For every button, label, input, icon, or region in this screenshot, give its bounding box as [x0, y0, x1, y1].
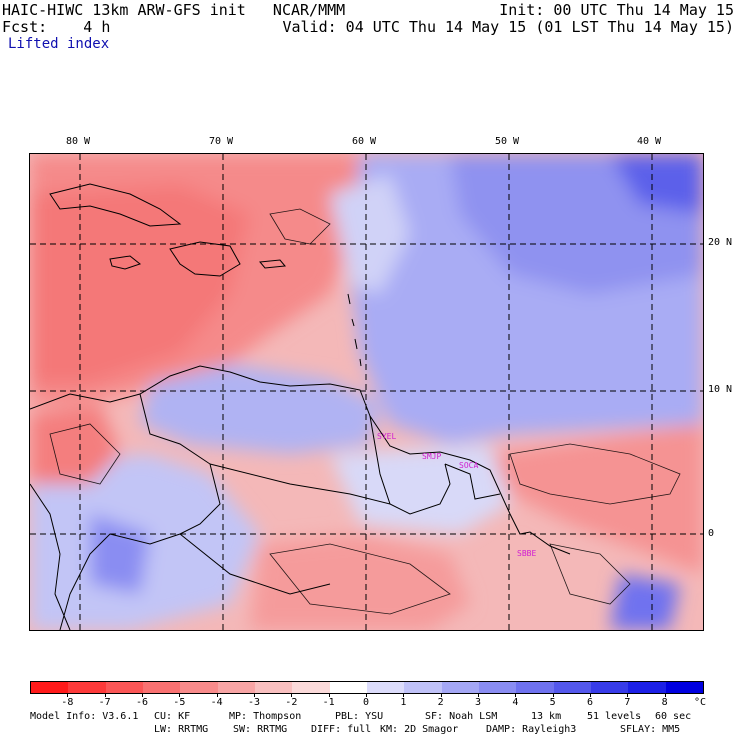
lon-label-60w: 60 W — [352, 136, 377, 147]
colorbar-tick — [216, 693, 218, 697]
colorbar-label: 7 — [624, 697, 631, 708]
colorbar-swatch — [441, 682, 479, 693]
colorbar-swatch — [329, 682, 367, 693]
colorbar-label: 2 — [437, 697, 444, 708]
colorbar-label: 1 — [400, 697, 407, 708]
colorbar-tick — [515, 693, 517, 697]
footer-cu: CU: KF — [154, 711, 191, 722]
colorbar-tick — [254, 693, 255, 697]
lon-label-80w: 80 W — [66, 136, 91, 147]
colorbar-label: 0 — [362, 697, 370, 708]
colorbar-label: 6 — [586, 697, 594, 708]
footer-levels: 51 levels — [587, 711, 642, 722]
colorbar-swatch — [553, 682, 591, 693]
colorbar-tick — [664, 693, 666, 697]
footer-km: KM: 2D Smagor — [380, 724, 459, 735]
colorbar-swatch — [292, 682, 330, 693]
station-label: SYEL — [377, 432, 397, 441]
station-label: SMJP — [422, 452, 442, 461]
footer-lw: LW: RRTMG — [154, 724, 209, 735]
colorbar-tick — [590, 693, 591, 697]
colorbar-label: -5 — [173, 697, 186, 708]
colorbar-tick — [67, 693, 69, 697]
colorbar-swatch — [105, 682, 143, 693]
colorbar-tick — [627, 693, 629, 697]
footer-sw: SW: RRTMG — [233, 724, 288, 735]
colorbar-swatch — [31, 682, 69, 693]
colorbar-swatch — [68, 682, 106, 693]
colorbar-swatch — [590, 682, 629, 693]
colorbar-tick — [179, 693, 181, 697]
colorbar-swatch — [404, 682, 442, 693]
colorbar-swatch — [665, 682, 703, 693]
colorbar-tick — [552, 693, 554, 697]
lon-label-40w: 40 W — [637, 136, 662, 147]
station-label: SBBE — [517, 549, 537, 558]
colorbar-swatch — [366, 682, 405, 693]
field-name: Lifted index — [8, 36, 110, 52]
colorbar-tick — [366, 693, 367, 697]
colorbar-swatch — [516, 682, 554, 693]
colorbar-label: -8 — [61, 697, 74, 708]
station-label: SOCA — [459, 461, 479, 470]
footer-sflay: SFLAY: MM5 — [620, 724, 681, 735]
colorbar-tick — [403, 693, 405, 697]
footer-resolution: 13 km — [531, 711, 562, 722]
colorbar-tick — [478, 693, 479, 697]
colorbar-label: -2 — [285, 697, 298, 708]
colorbar-tick — [291, 693, 293, 697]
lifted-index-map — [29, 153, 704, 631]
footer-timestep: 60 sec — [655, 711, 692, 722]
footer-diff: DIFF: full — [311, 724, 372, 735]
map-title: HAIC-HIWC 13km ARW-GFS init NCAR/MMM — [2, 1, 346, 19]
colorbar-label: 5 — [549, 697, 556, 708]
colorbar-label: -3 — [247, 697, 261, 708]
footer-pbl: PBL: YSU — [335, 711, 384, 722]
colorbar-label: 4 — [512, 697, 519, 708]
colorbar-tick — [104, 693, 106, 697]
colorbar-label: 8 — [661, 697, 668, 708]
lon-label-50w: 50 W — [495, 136, 520, 147]
colorbar-tick — [328, 693, 330, 697]
forecast-hour: Fcst: 4 h — [2, 18, 111, 36]
colorbar-swatch — [628, 682, 666, 693]
colorbar-label: -1 — [322, 697, 335, 708]
colorbar-label: -4 — [210, 697, 223, 708]
footer-sf: SF: Noah LSM — [425, 711, 498, 722]
colorbar-tick — [142, 693, 143, 697]
lat-label-0: 0 — [708, 528, 715, 539]
valid-time: Valid: 04 UTC Thu 14 May 15 (01 LST Thu … — [282, 18, 734, 36]
lat-label-20n: 20 N — [708, 237, 733, 248]
footer-mp: MP: Thompson — [229, 711, 302, 722]
colorbar-unit: °C — [693, 697, 707, 708]
colorbar-swatch — [217, 682, 255, 693]
colorbar-swatch — [254, 682, 293, 693]
colorbar — [30, 681, 704, 694]
footer-model-info: Model Info: V3.6.1 — [30, 711, 139, 722]
colorbar-label: 3 — [474, 697, 482, 708]
colorbar-label: -6 — [135, 697, 149, 708]
colorbar-tick — [440, 693, 442, 697]
colorbar-swatch — [180, 682, 218, 693]
colorbar-swatch — [142, 682, 181, 693]
lat-label-10n: 10 N — [708, 384, 733, 395]
lon-label-70w: 70 W — [209, 136, 234, 147]
colorbar-label: -7 — [98, 697, 111, 708]
init-time: Init: 00 UTC Thu 14 May 15 — [499, 1, 734, 19]
colorbar-swatch — [478, 682, 517, 693]
footer-damp: DAMP: Rayleigh3 — [486, 724, 577, 735]
